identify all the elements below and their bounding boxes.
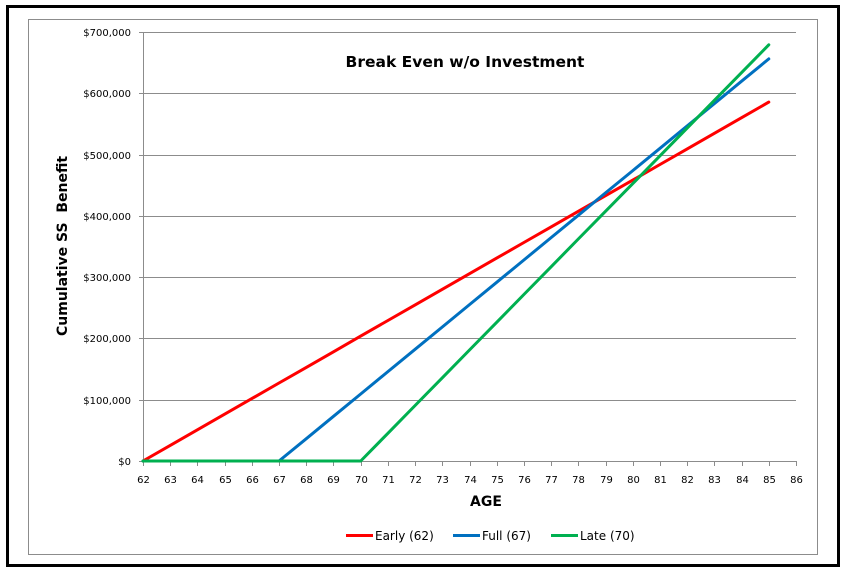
y-tick-label: $300,000 <box>83 273 131 284</box>
x-tick-label: 86 <box>790 475 803 486</box>
y-axis-title: Cumulative SS Benefit <box>55 156 71 336</box>
y-tick-label: $400,000 <box>83 212 131 223</box>
series-line <box>141 100 771 463</box>
x-tick-label: 71 <box>382 475 395 486</box>
x-tick-label: 85 <box>763 475 776 486</box>
chart-title: Break Even w/o Investment <box>346 53 586 71</box>
x-tick-label: 67 <box>273 475 286 486</box>
series-line <box>141 43 771 463</box>
legend: Early (62) Full (67) Late (70) <box>346 529 635 543</box>
x-tick-label: 62 <box>137 475 150 486</box>
x-tick-label: 78 <box>572 475 585 486</box>
y-tick-label: $200,000 <box>83 334 131 345</box>
x-tick-label: 66 <box>246 475 259 486</box>
x-tick-label: 80 <box>627 475 640 486</box>
x-tick-label: 84 <box>736 475 749 486</box>
x-tick-label: 72 <box>409 475 422 486</box>
x-tick-label: 68 <box>300 475 313 486</box>
y-tick-label: $500,000 <box>83 151 131 162</box>
y-tick-label: $0 <box>118 457 131 468</box>
legend-item: Late (70) <box>551 529 635 543</box>
x-tick-label: 69 <box>327 475 340 486</box>
x-tick-label: 63 <box>164 475 177 486</box>
x-axis-title: AGE <box>470 494 502 510</box>
y-tick-label: $600,000 <box>83 89 131 100</box>
x-tick-label: 81 <box>654 475 667 486</box>
x-tick-label: 73 <box>436 475 449 486</box>
x-tick-label: 64 <box>191 475 204 486</box>
legend-item: Full (67) <box>453 529 531 543</box>
x-tick-label: 74 <box>464 475 477 486</box>
x-tick-label: 77 <box>545 475 558 486</box>
legend-label: Early (62) <box>375 529 434 543</box>
legend-item: Early (62) <box>346 529 434 543</box>
chart-area <box>28 19 818 555</box>
x-tick-label: 79 <box>600 475 613 486</box>
x-tick-label: 76 <box>518 475 531 486</box>
x-tick-label: 82 <box>681 475 694 486</box>
gridlines <box>143 32 796 401</box>
y-tick-label: $700,000 <box>83 28 131 39</box>
x-tick-label: 70 <box>355 475 368 486</box>
x-axis: 62 63 64 65 66 67 68 69 70 71 72 73 74 75 76 77 78 79 80 81… <box>137 461 803 486</box>
y-tick-label: $100,000 <box>83 396 131 407</box>
x-tick-label: 65 <box>219 475 232 486</box>
legend-label: Full (67) <box>482 529 531 543</box>
legend-label: Late (70) <box>580 529 635 543</box>
x-tick-label: 83 <box>708 475 721 486</box>
x-tick-label: 75 <box>491 475 504 486</box>
plot-lines <box>141 43 771 463</box>
y-axis: $0 $100,000 $200,000 $300,000 $400,000 $500,0… <box>83 28 144 468</box>
